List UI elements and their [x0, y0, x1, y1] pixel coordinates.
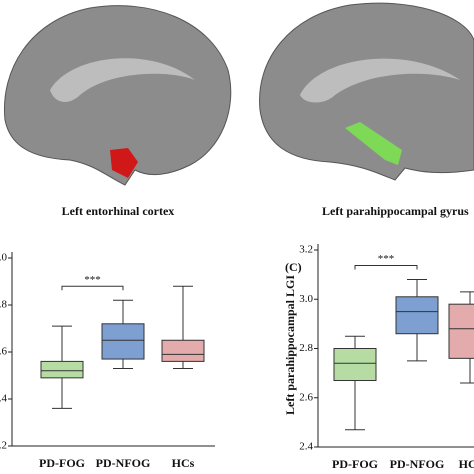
y-tick-label: 2.8 [0, 299, 8, 311]
significance-bracket [354, 265, 418, 270]
y-tick-label: 2.2 [0, 440, 7, 452]
y-axis-label: Left parahippocampal LGI [283, 275, 297, 415]
box [395, 296, 439, 335]
brain-right [259, 2, 474, 181]
y-tick-label: 3.0 [299, 293, 313, 305]
image-caption: Left entorhinal cortex [62, 204, 175, 218]
y-tick-label: 2.4 [0, 393, 8, 405]
box [101, 323, 145, 360]
significance-bracket [61, 285, 124, 291]
y-tick-label: 3.2 [299, 244, 313, 256]
panel-label: (C) [285, 260, 302, 274]
box [40, 360, 84, 379]
x-tick-label: PD-FOG [39, 456, 85, 470]
image-caption: Left parahippocampal gyrus [322, 204, 469, 218]
y-tick-label: 2.6 [299, 391, 313, 403]
y-tick-label: 2.4 [299, 441, 313, 453]
box [161, 339, 205, 362]
x-tick-label: HCs [459, 457, 474, 471]
brain-left [3, 5, 232, 186]
y-tick-label: 2.6 [0, 346, 8, 358]
significance-label: *** [378, 253, 395, 265]
y-tick-label: 3.0 [0, 252, 8, 264]
x-tick-label: PD-FOG [332, 457, 378, 471]
significance-label: *** [84, 274, 101, 286]
box [448, 303, 474, 359]
x-tick-label: HCs [172, 456, 195, 470]
x-tick-label: PD-NFOG [96, 456, 151, 470]
y-tick-label: 2.8 [299, 342, 313, 354]
x-tick-label: PD-NFOG [390, 457, 445, 471]
box [333, 348, 377, 382]
